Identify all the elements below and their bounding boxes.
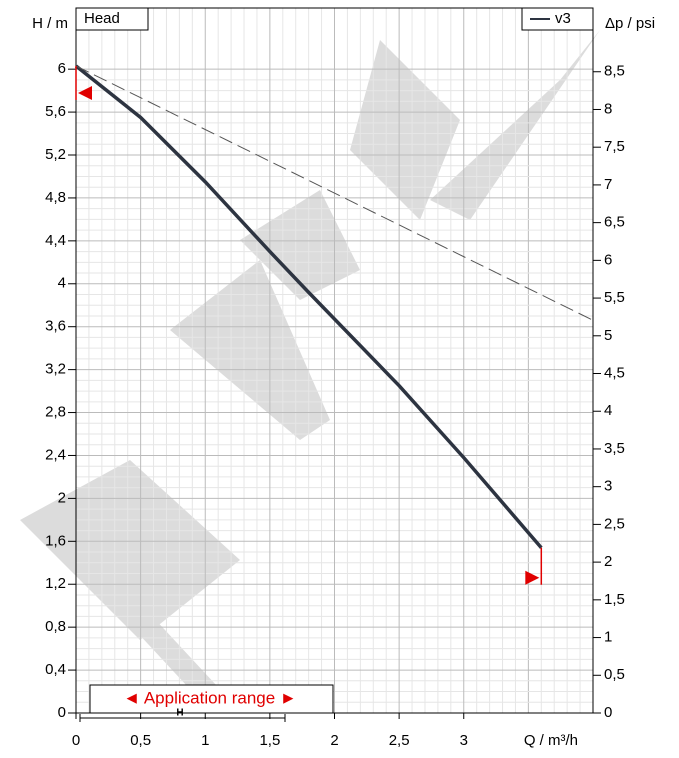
- range-end-marker: [525, 570, 540, 585]
- annotation: ◄ Application range ►: [123, 688, 297, 707]
- legend-label: v3: [555, 10, 571, 27]
- y2-tick-label: 7,5: [604, 138, 625, 155]
- x-tick-label: 0,5: [130, 732, 151, 749]
- range-box: [89, 684, 334, 714]
- y-axis-label: H / m: [32, 15, 68, 32]
- x-tick-label: 2,5: [389, 732, 410, 749]
- y-tick-label: 2,4: [45, 446, 66, 463]
- y2-tick-label: 7: [604, 176, 612, 193]
- series-line: [74, 64, 543, 549]
- y2-tick-label: 8,5: [604, 63, 625, 80]
- legend-box: [521, 7, 594, 31]
- x-tick-label: 3: [460, 732, 468, 749]
- y-tick-label: 6: [58, 60, 66, 77]
- range-marker-label: H: [176, 708, 183, 719]
- y2-tick-label: 3,5: [604, 440, 625, 457]
- y-tick-label: 0,4: [45, 661, 66, 678]
- y-tick-label: 4: [58, 275, 66, 292]
- y2-tick-label: 2: [604, 553, 612, 570]
- y2-tick-label: 5: [604, 327, 612, 344]
- chart-title: Head: [84, 10, 120, 27]
- grid: [75, 8, 593, 714]
- reference-line: [75, 65, 594, 321]
- title-box: [75, 7, 149, 31]
- y2-tick-label: 6,5: [604, 214, 625, 231]
- marks: [68, 64, 601, 719]
- y-tick-label: 1,2: [45, 575, 66, 592]
- x-tick-label: 1,5: [259, 732, 280, 749]
- y-tick-label: 5,2: [45, 146, 66, 163]
- x-tick-label: 1: [201, 732, 209, 749]
- y2-tick-label: 5,5: [604, 289, 625, 306]
- y2-tick-label: 4,5: [604, 364, 625, 381]
- range-start-marker: [78, 85, 92, 100]
- y2-tick-label: 3: [604, 478, 612, 495]
- y-tick-label: 3,6: [45, 318, 66, 335]
- y-tick-label: 4,4: [45, 232, 66, 249]
- y-tick-label: 4,8: [45, 189, 66, 206]
- y-tick-label: 0: [58, 704, 66, 721]
- y2-tick-label: 0,5: [604, 666, 625, 683]
- y-tick-label: 2: [58, 489, 66, 506]
- y2-tick-label: 6: [604, 251, 612, 268]
- x-tick-label: 2: [330, 732, 338, 749]
- y-tick-label: 0,8: [45, 618, 66, 635]
- range-bracket: [79, 714, 286, 722]
- y-tick-label: 2,8: [45, 404, 66, 421]
- y-tick-label: 1,6: [45, 532, 66, 549]
- x-tick-label: 0: [72, 732, 80, 749]
- y2-tick-label: 8: [604, 100, 612, 117]
- watermark: [20, 30, 600, 700]
- y2-tick-label: 1,5: [604, 591, 625, 608]
- y2-tick-label: 1: [604, 629, 612, 646]
- y2-tick-label: 2,5: [604, 515, 625, 532]
- y-tick-label: 5,6: [45, 103, 66, 120]
- y2-tick-label: 0: [604, 704, 612, 721]
- y-tick-label: 3,2: [45, 361, 66, 378]
- y2-axis-label: Δp / psi: [605, 15, 655, 32]
- x-axis-label: Q / m³/h: [524, 732, 578, 749]
- y2-tick-label: 4: [604, 402, 612, 419]
